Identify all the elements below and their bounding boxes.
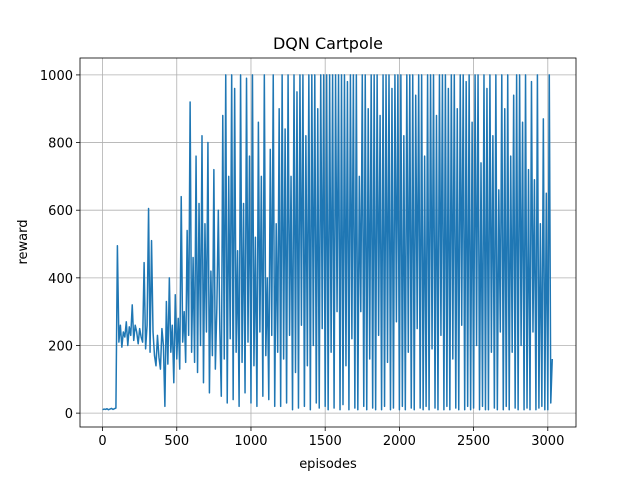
y-tick-label: 600	[48, 204, 73, 219]
x-tick-label: 0	[98, 434, 106, 449]
y-tick-label: 200	[48, 339, 73, 354]
x-tick-label: 2500	[457, 434, 490, 449]
y-tick-label: 400	[48, 272, 73, 287]
y-tick-label: 0	[65, 407, 73, 422]
x-tick-label: 1500	[309, 434, 342, 449]
plot-area	[102, 74, 553, 411]
x-tick-label: 3000	[531, 434, 564, 449]
x-tick-label: 2000	[383, 434, 416, 449]
axes-frame	[79, 57, 577, 428]
y-tick-label: 800	[48, 137, 73, 152]
chart-title: DQN Cartpole	[273, 34, 383, 53]
line-series	[102, 74, 553, 411]
y-tick-label: 1000	[40, 69, 73, 84]
x-axis-label: episodes	[299, 457, 357, 472]
x-tick-label: 1000	[234, 434, 267, 449]
x-tick-label: 500	[164, 434, 189, 449]
y-axis-label: reward	[16, 219, 31, 264]
